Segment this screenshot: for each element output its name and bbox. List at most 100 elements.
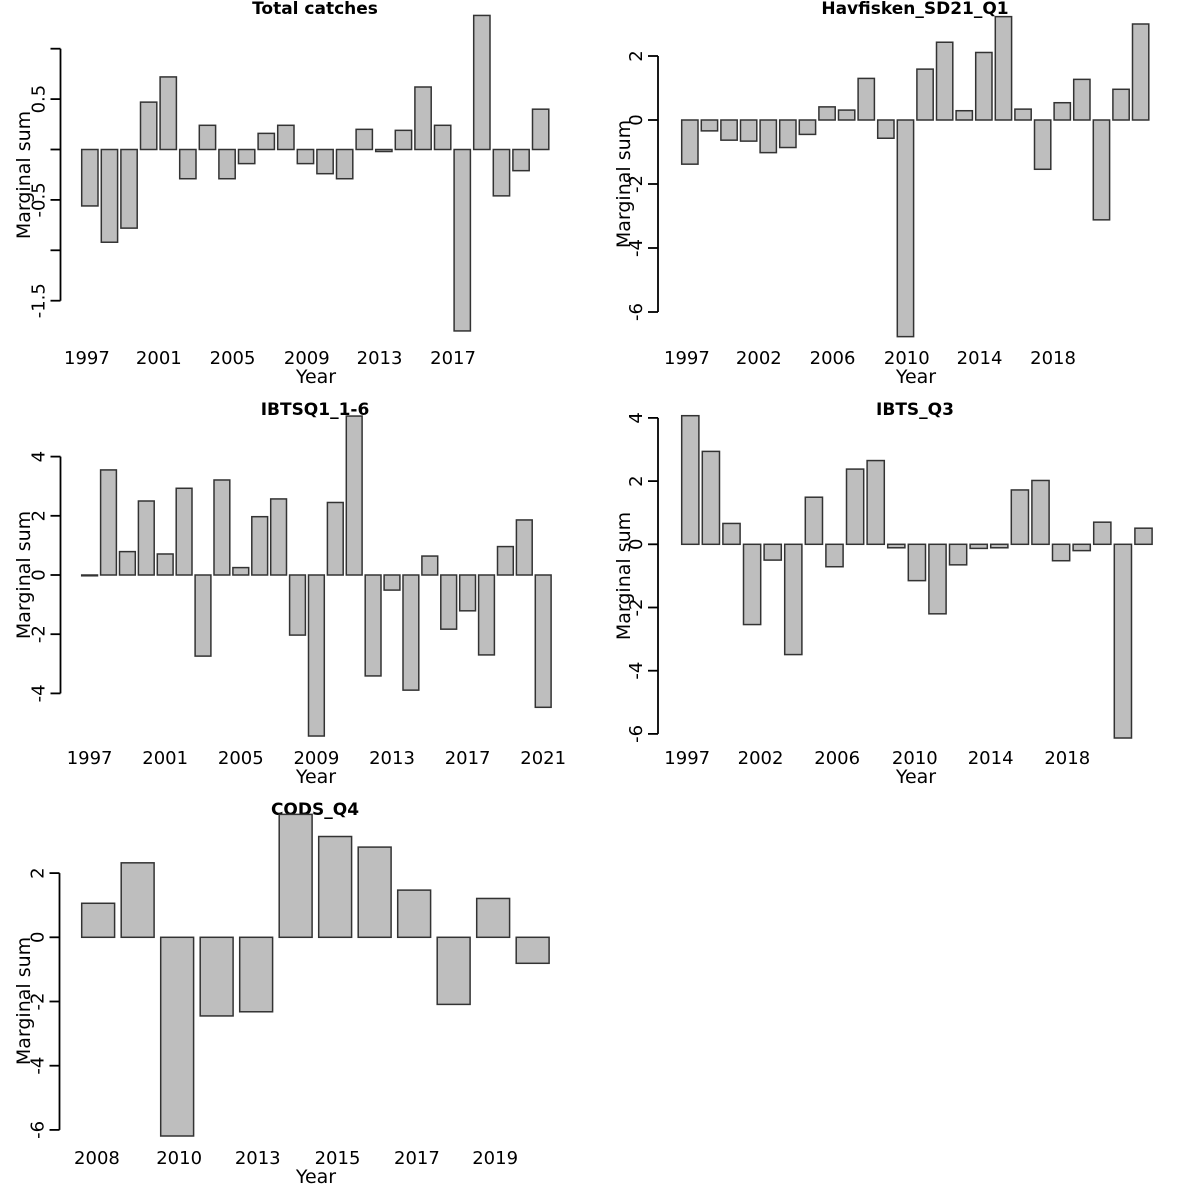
x-axis-label: Year [295, 366, 336, 388]
y-tick-label: -2 [29, 625, 50, 643]
bar-2010 [326, 501, 344, 576]
x-tick-label: 2013 [369, 748, 415, 769]
x-tick-label: 2017 [394, 1148, 440, 1169]
bar-2008 [907, 543, 927, 582]
bar-2010 [335, 148, 354, 180]
bar-2009 [316, 148, 334, 175]
bar-2002 [778, 119, 797, 149]
bar-2011 [969, 543, 989, 550]
bar-2010 [935, 41, 954, 121]
bar-2019 [1134, 527, 1153, 546]
bar-2008 [896, 119, 915, 338]
y-tick-label: -1.5 [29, 283, 50, 318]
bar-2016 [1072, 543, 1092, 552]
chart-ibtsq1-1-6: IBTSQ1_1-6 Marginal sum Year 4 2 0 -2 -4 1997… [13, 400, 566, 788]
bar-2015 [1033, 119, 1052, 171]
bar-2017 [472, 14, 491, 151]
bar-2019 [515, 936, 550, 965]
plot-area: 2 0 -2 -4 -6 2008 2010 2013 2015 2017 2019 [28, 813, 550, 1169]
bar-2012 [364, 574, 382, 677]
y-tick-label: -6 [626, 725, 647, 743]
x-tick-label: 2006 [810, 348, 856, 369]
x-tick-label: 2006 [814, 748, 860, 769]
bar-2009 [928, 543, 947, 615]
bar-2006 [857, 77, 876, 121]
y-tick-label: 0 [28, 932, 49, 943]
x-tick-label: 2015 [315, 1148, 361, 1169]
bar-2007 [876, 119, 895, 139]
bar-2001 [763, 543, 783, 561]
bar-2013 [278, 813, 313, 939]
x-tick-label: 2014 [957, 348, 1003, 369]
bar-2017 [1072, 78, 1091, 121]
bar-1998 [100, 148, 119, 243]
bar-2018 [475, 897, 511, 939]
bar-2012 [238, 936, 274, 1013]
chart-title: IBTS_Q3 [876, 400, 954, 420]
plot-area: 4 2 0 -2 -4 -6 1997 2002 2006 2010 2014 2018 [626, 412, 1153, 769]
bar-2018 [477, 574, 496, 656]
x-tick-label: 2002 [738, 748, 784, 769]
y-tick-label: -2 [626, 599, 647, 617]
bar-2017 [1092, 521, 1112, 546]
bar-2009 [916, 68, 934, 121]
bar-2015 [1051, 543, 1071, 562]
bar-2006 [257, 132, 276, 151]
bar-2008 [288, 574, 307, 636]
bar-2019 [1112, 88, 1130, 121]
bar-2000 [742, 543, 762, 626]
x-tick-label: 2002 [736, 348, 782, 369]
bar-2003 [804, 496, 824, 546]
bar-2015 [357, 846, 392, 939]
bar-2017 [458, 574, 477, 612]
x-tick-label: 2021 [520, 748, 566, 769]
bar-2016 [453, 148, 472, 332]
x-tick-label: 2017 [430, 348, 476, 369]
x-tick-label: 2008 [74, 1148, 120, 1169]
bar-2013 [383, 574, 401, 591]
bar-2019 [512, 148, 530, 172]
x-axis-label: Year [295, 766, 336, 788]
bar-2005 [837, 109, 856, 121]
y-tick-label: 0 [626, 114, 647, 125]
x-tick-label: 2010 [156, 1148, 202, 1169]
bar-2011 [955, 109, 974, 121]
bar-2011 [345, 415, 363, 576]
bar-2014 [1031, 479, 1050, 546]
bar-2005 [237, 148, 256, 165]
y-tick-label: -4 [28, 1057, 49, 1075]
x-tick-label: 1997 [67, 748, 113, 769]
bar-1998 [99, 469, 118, 576]
bar-2008 [80, 902, 116, 939]
bar-2004 [818, 106, 836, 121]
bar-2006 [866, 459, 886, 546]
bar-1998 [701, 450, 721, 546]
bar-2000 [139, 101, 158, 151]
bar-2009 [120, 862, 155, 939]
chart-havfisken-sd21-q1: Havfisken_SD21_Q1 Marginal sum Year 2 0 -2… [613, 0, 1150, 388]
x-tick-label: 2018 [1030, 348, 1076, 369]
x-tick-label: 1997 [64, 348, 110, 369]
x-tick-label: 2010 [892, 748, 938, 769]
bar-2011 [355, 128, 374, 151]
plot-area: 4 2 0 -2 -4 1997 2001 2005 2009 2013 2017 2021 [29, 415, 566, 769]
x-tick-label: 2013 [357, 348, 403, 369]
x-tick-label: 2014 [968, 748, 1014, 769]
bar-1997 [680, 414, 700, 546]
bar-2006 [251, 515, 269, 576]
x-tick-label: 1997 [664, 348, 710, 369]
bar-2001 [759, 119, 778, 154]
y-tick-label: 2 [28, 867, 49, 878]
bar-2001 [156, 553, 174, 576]
bar-2010 [948, 543, 968, 566]
bar-2018 [492, 148, 511, 197]
x-axis-label: Year [895, 366, 936, 388]
bar-2020 [1131, 23, 1150, 121]
bar-2011 [199, 936, 234, 1017]
x-tick-label: 2017 [445, 748, 491, 769]
chart-title: Total catches [252, 0, 378, 19]
bar-2013 [994, 15, 1013, 121]
y-tick-label: -6 [28, 1121, 49, 1139]
bar-2015 [421, 555, 439, 576]
